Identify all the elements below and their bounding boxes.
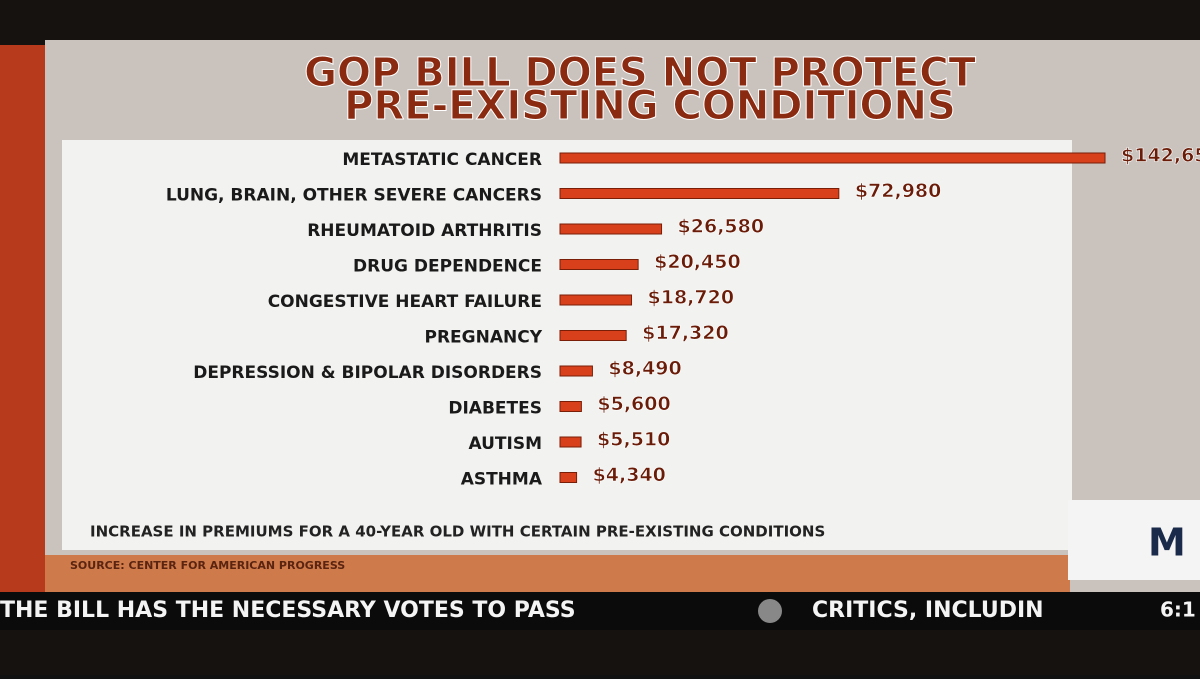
value-label: $26,580 <box>678 216 765 238</box>
ticker-bar <box>0 592 1200 630</box>
category-label: DEPRESSION & BIPOLAR DISORDERS <box>193 363 542 383</box>
ticker-next: CRITICS, INCLUDIN <box>812 598 1044 623</box>
value-label: $72,980 <box>855 180 942 202</box>
value-label: $18,720 <box>648 287 735 309</box>
category-label: RHEUMATOID ARTHRITIS <box>307 221 542 241</box>
source: SOURCE: CENTER FOR AMERICAN PROGRESS <box>70 559 345 572</box>
category-label: ASTHMA <box>461 470 543 490</box>
logo-box <box>1068 500 1200 580</box>
bar <box>559 365 593 377</box>
value-label: $20,450 <box>654 251 741 273</box>
value-label: $4,340 <box>593 464 666 486</box>
category-label: METASTATIC CANCER <box>342 150 542 170</box>
value-label: $17,320 <box>642 322 729 344</box>
bar <box>559 330 627 341</box>
bar <box>559 223 663 235</box>
ticker-logo <box>758 599 782 623</box>
value-label: $142,650 <box>1121 145 1200 167</box>
category-label: PREGNANCY <box>424 328 542 348</box>
bar <box>559 401 582 412</box>
ticker-time: 6:1 <box>1160 598 1196 622</box>
bar <box>559 152 1106 164</box>
value-label: $8,490 <box>608 358 681 380</box>
bar <box>559 294 633 306</box>
category-label: LUNG, BRAIN, OTHER SEVERE CANCERS <box>166 186 542 206</box>
bar <box>559 259 639 270</box>
category-label: CONGESTIVE HEART FAILURE <box>268 292 542 312</box>
bar <box>559 472 578 483</box>
chart-title: PRE-EXISTING CONDITIONS <box>344 83 956 129</box>
source-strip <box>45 555 1070 595</box>
chart-title: GOP BILL DOES NOT PROTECT <box>304 50 976 96</box>
bar <box>559 188 840 199</box>
ticker-headline: THE BILL HAS THE NECESSARY VOTES TO PASS <box>0 598 576 623</box>
logo: M <box>1148 521 1186 565</box>
value-label: $5,600 <box>597 393 670 415</box>
category-label: DRUG DEPENDENCE <box>353 257 542 277</box>
value-label: $5,510 <box>597 429 670 451</box>
chart-note: INCREASE IN PREMIUMS FOR A 40-YEAR OLD W… <box>90 523 825 541</box>
category-label: DIABETES <box>448 399 542 419</box>
category-label: AUTISM <box>468 434 542 454</box>
bar <box>559 436 582 448</box>
